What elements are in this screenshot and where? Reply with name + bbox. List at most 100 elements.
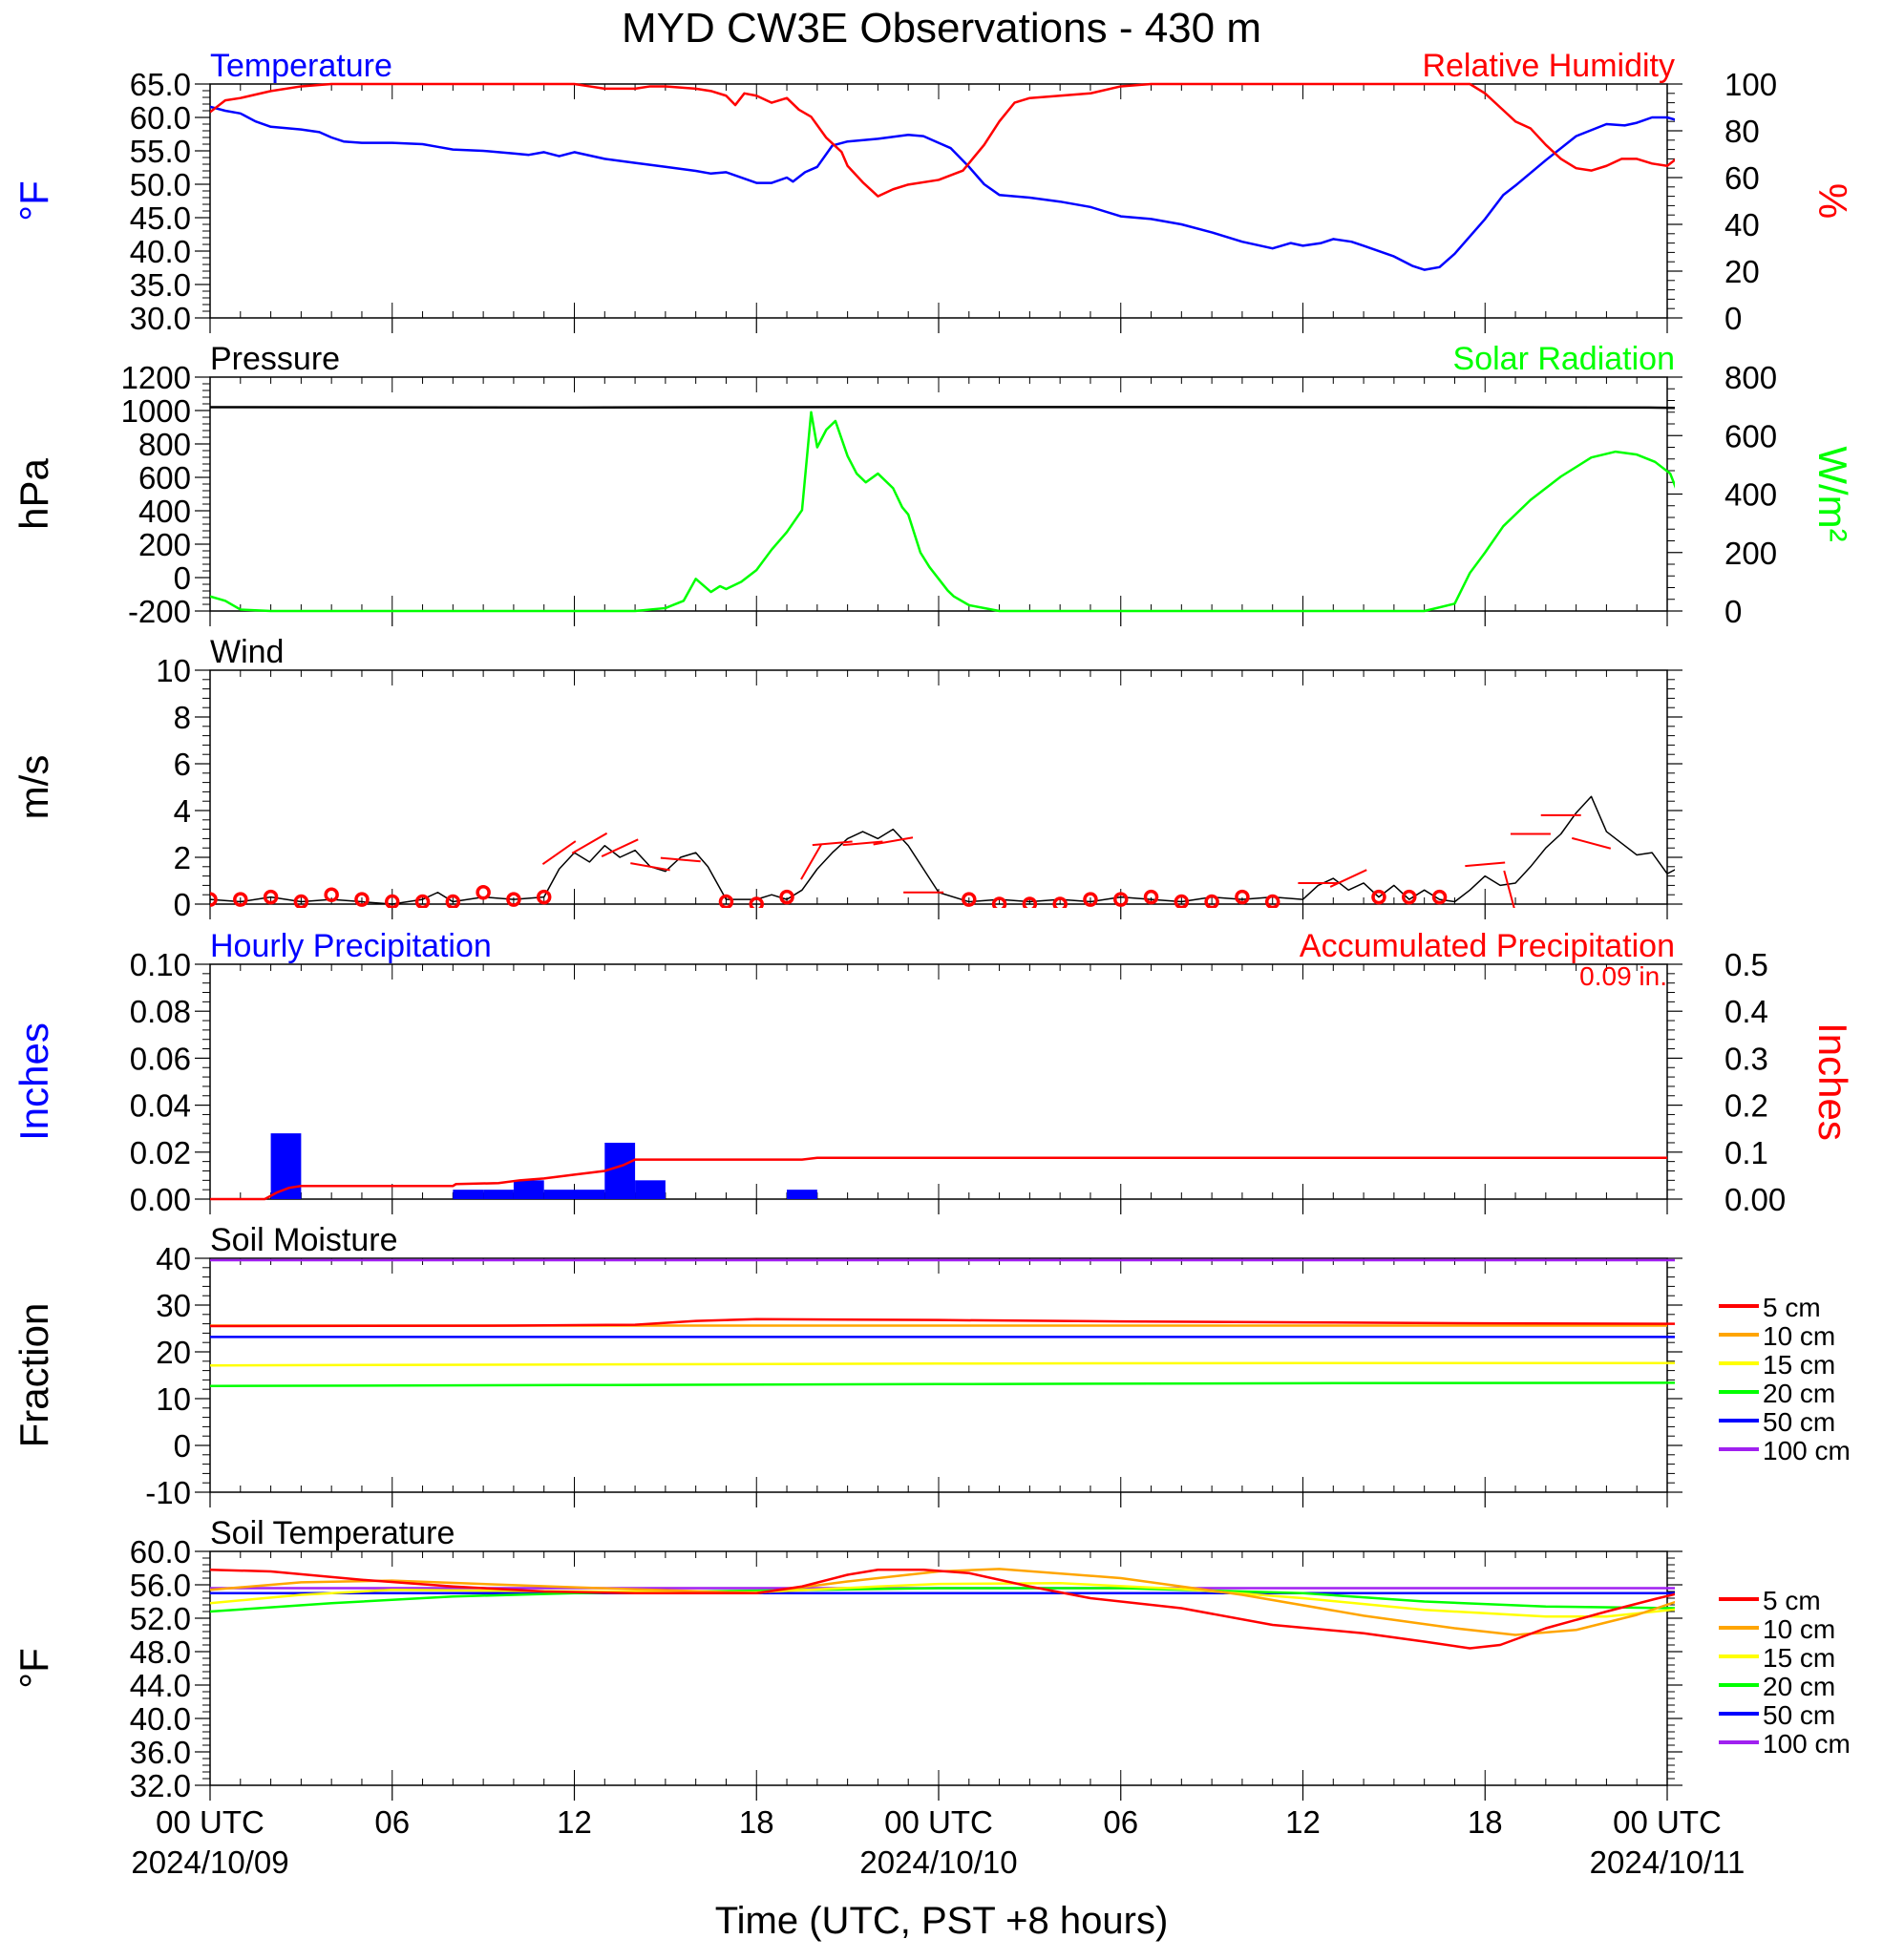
precip-bar — [574, 1190, 605, 1199]
y-tick-label: 65.0 — [130, 67, 191, 102]
x-date-label: 2024/10/11 — [1590, 1844, 1745, 1880]
y-tick-label: 44.0 — [130, 1668, 191, 1703]
series-line-100-cm — [210, 1587, 1675, 1590]
plot-frame — [209, 1550, 1668, 1786]
x-tick-label: 18 — [739, 1804, 774, 1840]
panel-right-title: Accumulated Precipitation — [1300, 928, 1675, 964]
calm-wind-marker — [718, 894, 734, 908]
y-right-tick-label: 0 — [1724, 594, 1742, 629]
legend-label: 50 cm — [1763, 1407, 1835, 1437]
panel-left-title: Soil Moisture — [210, 1222, 398, 1258]
precip-bar — [635, 1180, 666, 1199]
panel-right-title: Relative Humidity — [1422, 48, 1675, 84]
y-tick-label: 0 — [174, 1428, 191, 1464]
y-tick-label: 0 — [174, 560, 191, 596]
y-tick-label: 35.0 — [130, 267, 191, 303]
series-line-5-cm — [210, 1317, 1675, 1328]
calm-wind-marker — [1022, 896, 1038, 908]
y-tick-label: 0.10 — [130, 947, 191, 982]
precip-bar — [453, 1190, 484, 1199]
plot-frame — [209, 669, 1668, 905]
series-line-relative-humidity — [210, 82, 1675, 198]
y-tick-label: 10 — [156, 1381, 191, 1417]
y-tick-label: 8 — [174, 700, 191, 735]
y-tick-label: 200 — [138, 527, 191, 562]
calm-wind-marker — [293, 894, 309, 908]
legend-label: 5 cm — [1763, 1293, 1821, 1322]
series-line-50-cm — [210, 1336, 1675, 1338]
series-line-50-cm — [210, 1591, 1675, 1594]
y-tick-label: 0 — [174, 887, 191, 922]
plot-frame — [209, 963, 1668, 1200]
wind-barb — [541, 840, 577, 865]
y-tick-label: 60.0 — [130, 100, 191, 136]
x-axis: 00 UTC 2024/10/09 06 12 18 00 UTC 2024/10/10 06… — [131, 1804, 1745, 1880]
calm-wind-marker — [1052, 896, 1068, 908]
left-axis-unit: Inches — [11, 1022, 56, 1141]
y-tick-label: 40 — [156, 1241, 191, 1276]
y-right-tick-label: 400 — [1724, 477, 1777, 513]
right-axis-unit: Inches — [1810, 1022, 1855, 1141]
series-line-20-cm — [210, 1381, 1675, 1388]
plot-area — [210, 1568, 1675, 1650]
precip-bar — [513, 1180, 544, 1199]
y-tick-label: 0.08 — [130, 994, 191, 1029]
calm-wind-marker — [263, 889, 279, 905]
calm-wind-marker — [210, 892, 218, 907]
y-tick-label: 400 — [138, 494, 191, 529]
calm-wind-marker — [1083, 892, 1098, 907]
y-right-tick-label: 0.00 — [1724, 1182, 1786, 1217]
plot-area — [210, 1133, 1667, 1201]
calm-wind-marker — [1685, 898, 1697, 910]
y-tick-label: 600 — [138, 460, 191, 495]
x-tick-label: 12 — [557, 1804, 592, 1840]
y-tick-label: -10 — [145, 1475, 191, 1510]
calm-wind-marker — [1204, 894, 1219, 908]
plot-frame — [209, 1257, 1668, 1493]
wind-barb — [812, 840, 853, 847]
calm-wind-marker — [233, 892, 248, 907]
precip-bar — [483, 1190, 514, 1199]
wind-barb — [842, 840, 883, 847]
panel-left-title: Soil Temperature — [210, 1515, 455, 1551]
y-tick-label: 0.00 — [130, 1182, 191, 1217]
calm-wind-marker — [991, 896, 1007, 908]
precip-bar — [604, 1142, 636, 1199]
x-tick-label: 00 UTC — [156, 1804, 264, 1840]
calm-wind-marker — [779, 889, 794, 905]
calm-wind-marker — [354, 892, 370, 907]
y-tick-label: 0.06 — [130, 1041, 191, 1076]
series-line-5-cm — [210, 1569, 1675, 1650]
y-tick-label: 10 — [156, 653, 191, 688]
calm-wind-marker — [445, 894, 461, 908]
x-date-label: 2024/10/10 — [859, 1844, 1017, 1880]
legend-label: 100 cm — [1763, 1436, 1851, 1465]
y-tick-label: 0.02 — [130, 1135, 191, 1170]
y-right-tick-label: 80 — [1724, 114, 1760, 149]
right-axis-unit: W/m² — [1810, 446, 1855, 541]
y-tick-label: 48.0 — [130, 1634, 191, 1670]
panel-left-title: Temperature — [210, 48, 392, 84]
wind-barb — [1503, 870, 1515, 908]
y-tick-label: 52.0 — [130, 1601, 191, 1636]
wind-barb — [873, 836, 914, 846]
y-right-tick-label: 20 — [1724, 254, 1760, 289]
wind-barb — [660, 856, 701, 863]
panel-pres_solar: -2000200400600800100012000200400600800Pr… — [11, 341, 1855, 629]
series-line-15-cm — [210, 1361, 1675, 1367]
calm-wind-marker — [1174, 894, 1190, 908]
y-right-tick-label: 0.5 — [1724, 947, 1768, 982]
y-tick-label: 1200 — [121, 360, 191, 395]
y-tick-label: 4 — [174, 793, 191, 829]
legend-label: 10 cm — [1763, 1614, 1835, 1644]
precip-total-label: 0.09 in. — [1579, 961, 1667, 991]
series-line-temperature — [210, 105, 1675, 271]
wind-barb — [1329, 869, 1367, 888]
x-tick-label: 18 — [1468, 1804, 1503, 1840]
calm-wind-marker — [385, 894, 400, 908]
y-right-tick-label: 60 — [1724, 160, 1760, 196]
x-axis-label: Time (UTC, PST +8 hours) — [715, 1900, 1169, 1942]
calm-wind-marker — [1264, 894, 1280, 908]
y-tick-label: 2 — [174, 840, 191, 875]
